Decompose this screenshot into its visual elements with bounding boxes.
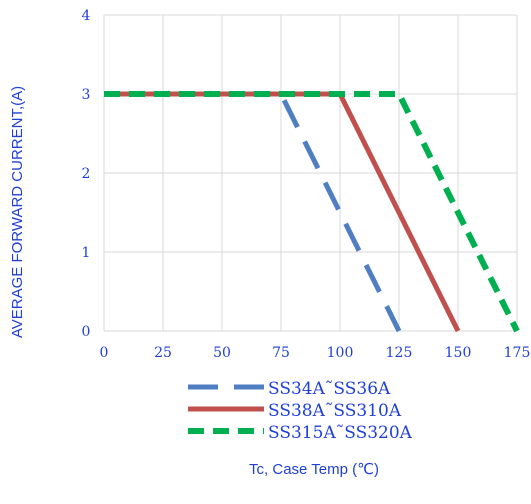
y-tick-label: 0	[82, 324, 91, 340]
series-lines	[104, 91, 520, 333]
legend-label: SS34A˜SS36A	[268, 379, 391, 399]
y-tick-labels: 0 1 2 3 4	[82, 8, 91, 340]
y-tick-label: 1	[82, 245, 91, 261]
x-tick-label: 50	[213, 345, 231, 361]
x-tick-label: 175	[504, 345, 531, 361]
x-tick-label: 0	[100, 345, 109, 361]
y-axis-title: AVERAGE FORWARD CURRENT,(A)	[9, 86, 26, 338]
x-axis-title: Tc, Case Temp (℃)	[249, 461, 379, 478]
x-tick-label: 150	[445, 345, 472, 361]
legend-label: SS315A˜SS320A	[268, 423, 413, 443]
series-line-3	[104, 91, 520, 333]
x-tick-label: 25	[154, 345, 172, 361]
x-tick-labels: 0 25 50 75 100 125 150 175	[100, 345, 531, 361]
series-line-1	[104, 91, 402, 333]
y-tick-label: 3	[82, 87, 91, 103]
x-tick-label: 125	[386, 345, 413, 361]
horizontal-gridlines	[104, 14, 517, 332]
y-tick-label: 2	[82, 166, 91, 182]
x-tick-label: 100	[327, 345, 354, 361]
x-tick-label: 75	[272, 345, 290, 361]
legend-label: SS38A˜SS310A	[268, 401, 402, 421]
y-tick-label: 4	[82, 8, 91, 24]
